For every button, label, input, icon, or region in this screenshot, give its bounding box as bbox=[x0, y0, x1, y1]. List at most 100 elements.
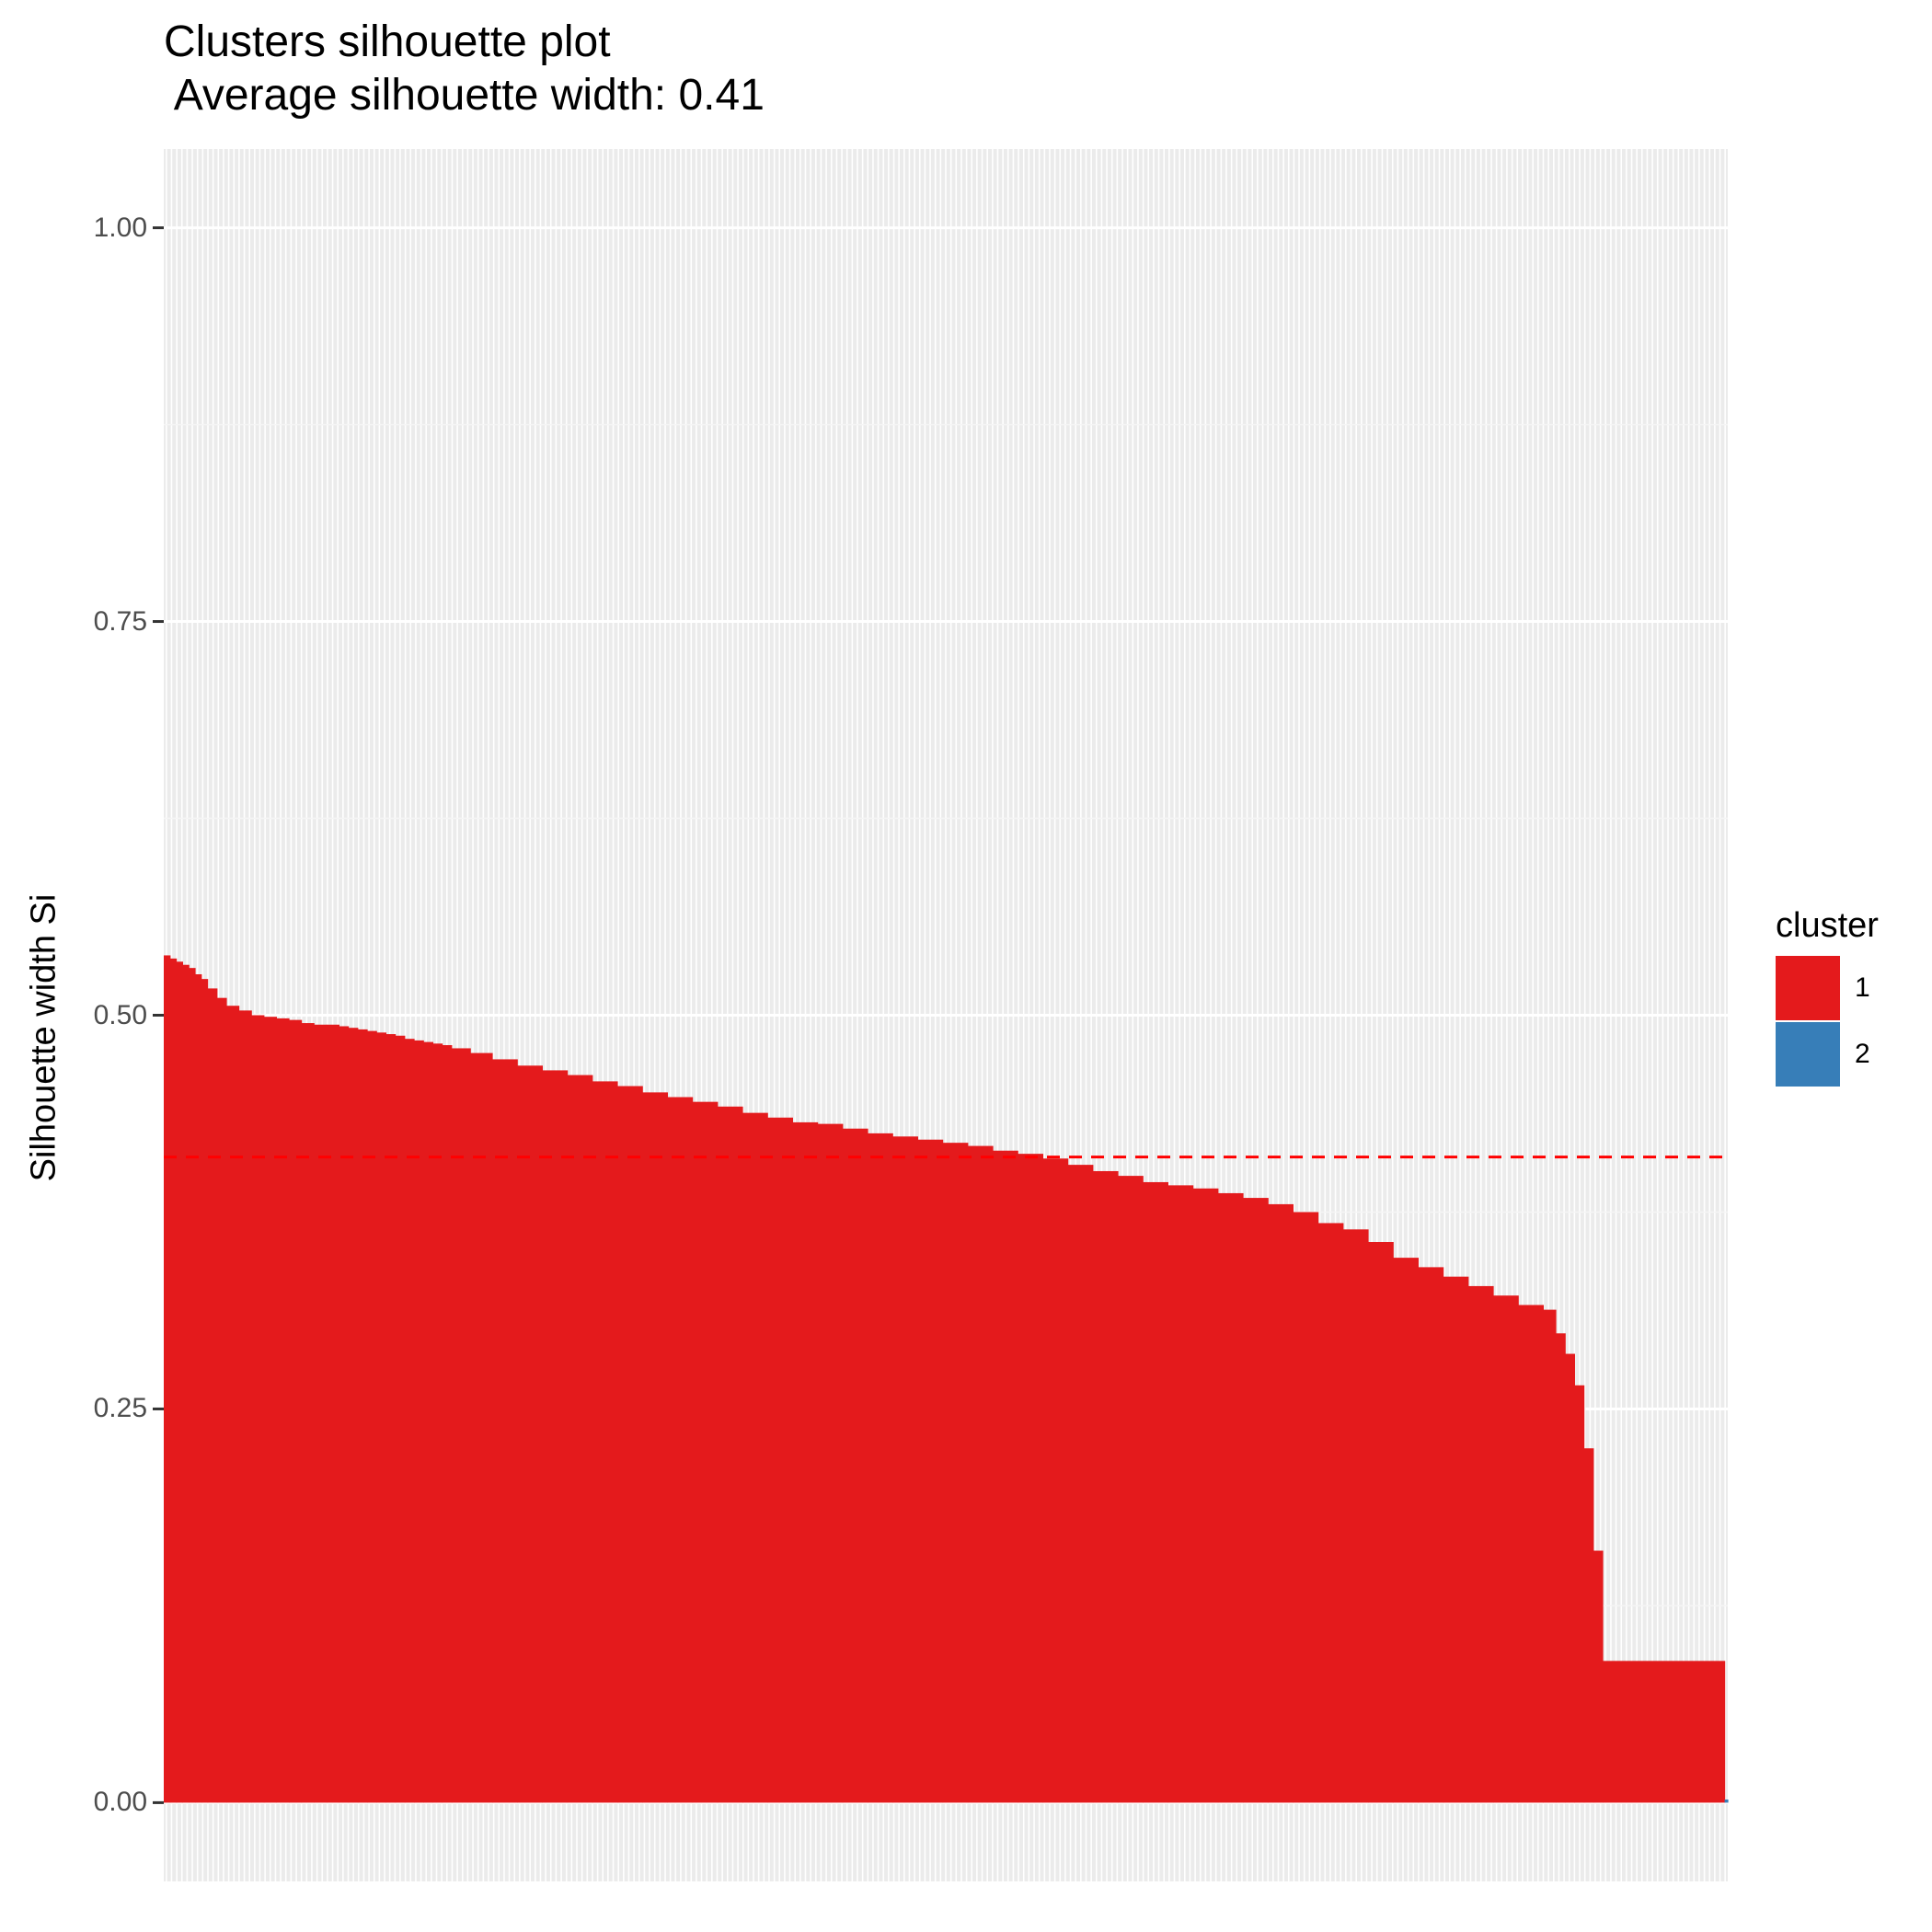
legend-label-cluster-1: 1 bbox=[1855, 972, 1870, 1003]
y-tick-label: 0.25 bbox=[93, 1393, 147, 1424]
silhouette-bar-cluster-1 bbox=[967, 1145, 994, 1803]
silhouette-bar-cluster-1 bbox=[357, 1029, 368, 1803]
silhouette-bar-cluster-1 bbox=[164, 955, 171, 1803]
silhouette-bar-cluster-1 bbox=[1493, 1295, 1519, 1803]
silhouette-bar-cluster-1 bbox=[451, 1048, 471, 1803]
silhouette-bar-cluster-1 bbox=[1217, 1192, 1244, 1803]
silhouette-bar-cluster-1 bbox=[1018, 1154, 1043, 1803]
silhouette-bar-cluster-1 bbox=[395, 1035, 406, 1803]
silhouette-bar-cluster-1 bbox=[348, 1028, 359, 1803]
silhouette-bar-cluster-1 bbox=[442, 1045, 453, 1803]
silhouette-bar-cluster-1 bbox=[993, 1150, 1018, 1803]
silhouette-bar-cluster-1 bbox=[1092, 1170, 1119, 1803]
silhouette-bar-cluster-1 bbox=[385, 1034, 397, 1803]
silhouette-bar-cluster-1 bbox=[742, 1112, 768, 1803]
silhouette-bar-cluster-1 bbox=[517, 1065, 543, 1803]
silhouette-bar-cluster-1 bbox=[414, 1040, 424, 1803]
silhouette-bar-cluster-1 bbox=[942, 1143, 969, 1803]
silhouette-bar-cluster-1 bbox=[1603, 1661, 1726, 1803]
silhouette-bar-cluster-1 bbox=[1583, 1448, 1594, 1803]
silhouette-bar-cluster-1 bbox=[1067, 1165, 1094, 1803]
silhouette-bar-cluster-1 bbox=[717, 1106, 743, 1803]
silhouette-bar-cluster-1 bbox=[1118, 1176, 1144, 1803]
chart-subtitle: Average silhouette width: 0.41 bbox=[164, 71, 765, 120]
silhouette-bar-cluster-1 bbox=[1418, 1267, 1444, 1803]
legend-item-cluster-2: 2 bbox=[1776, 1021, 1879, 1087]
silhouette-bar-cluster-1 bbox=[189, 968, 196, 1803]
silhouette-bar-cluster-1 bbox=[1317, 1223, 1344, 1803]
y-tick-label: 1.00 bbox=[93, 212, 147, 243]
silhouette-bar-cluster-1 bbox=[226, 1006, 240, 1803]
silhouette-bar-cluster-1 bbox=[1042, 1158, 1069, 1803]
silhouette-bar-cluster-1 bbox=[367, 1030, 377, 1803]
silhouette-bar-cluster-1 bbox=[423, 1041, 433, 1803]
silhouette-bar-cluster-1 bbox=[376, 1032, 386, 1803]
silhouette-bar-cluster-1 bbox=[1574, 1385, 1585, 1803]
silhouette-bar-cluster-1 bbox=[1393, 1258, 1419, 1803]
silhouette-bar-cluster-1 bbox=[1556, 1333, 1566, 1803]
silhouette-bar-cluster-1 bbox=[817, 1123, 844, 1803]
silhouette-bar-cluster-1 bbox=[1143, 1181, 1168, 1803]
y-tick-label: 0.50 bbox=[93, 999, 147, 1030]
silhouette-bar-cluster-1 bbox=[1192, 1188, 1219, 1803]
silhouette-bar-cluster-1 bbox=[326, 1024, 339, 1803]
y-axis-label: Silhouette width Si bbox=[24, 893, 63, 1182]
silhouette-bar-cluster-1 bbox=[1342, 1229, 1369, 1803]
legend-label-cluster-2: 2 bbox=[1855, 1039, 1870, 1069]
silhouette-bar-cluster-1 bbox=[251, 1015, 265, 1803]
silhouette-bar-cluster-1 bbox=[792, 1121, 819, 1803]
silhouette-bar-cluster-1 bbox=[1467, 1285, 1494, 1803]
silhouette-bar-cluster-1 bbox=[1593, 1550, 1604, 1803]
silhouette-bar-cluster-1 bbox=[1243, 1198, 1269, 1803]
silhouette-bar-cluster-1 bbox=[404, 1039, 415, 1803]
silhouette-bar-cluster-1 bbox=[301, 1023, 315, 1803]
silhouette-bar-cluster-1 bbox=[182, 964, 190, 1803]
silhouette-bar-cluster-1 bbox=[276, 1018, 290, 1803]
y-tick-label: 0.00 bbox=[93, 1787, 147, 1818]
silhouette-bar-cluster-1 bbox=[176, 961, 183, 1803]
silhouette-bar-cluster-1 bbox=[201, 979, 209, 1803]
silhouette-bar-cluster-1 bbox=[642, 1092, 668, 1803]
silhouette-bar-cluster-1 bbox=[195, 973, 202, 1803]
silhouette-bar-cluster-1 bbox=[868, 1133, 893, 1803]
silhouette-bar-cluster-1 bbox=[1518, 1305, 1544, 1803]
silhouette-bar-cluster-1 bbox=[492, 1059, 518, 1803]
chart-title: Clusters silhouette plot bbox=[164, 17, 611, 66]
silhouette-bar-cluster-1 bbox=[1268, 1203, 1294, 1803]
legend-swatch-cluster-2 bbox=[1776, 1022, 1840, 1087]
legend: cluster 1 2 bbox=[1776, 906, 1879, 1087]
silhouette-bar-cluster-1 bbox=[470, 1052, 493, 1803]
silhouette-bar-cluster-1 bbox=[592, 1081, 618, 1803]
silhouette-bar-cluster-1 bbox=[617, 1086, 643, 1803]
silhouette-bar-cluster-1 bbox=[339, 1026, 350, 1803]
silhouette-bar-cluster-1 bbox=[314, 1024, 328, 1803]
silhouette-bar-cluster-1 bbox=[1293, 1212, 1319, 1803]
silhouette-bar-cluster-1 bbox=[289, 1019, 303, 1803]
silhouette-bar-cluster-1 bbox=[238, 1010, 252, 1803]
legend-title: cluster bbox=[1776, 906, 1879, 945]
silhouette-bar-cluster-1 bbox=[207, 988, 218, 1803]
silhouette-bar-cluster-1 bbox=[1167, 1185, 1194, 1803]
silhouette-bar-cluster-1 bbox=[216, 997, 227, 1803]
silhouette-bar-cluster-1 bbox=[842, 1128, 868, 1803]
silhouette-bar-cluster-1 bbox=[567, 1075, 593, 1803]
silhouette-bar-cluster-1 bbox=[169, 958, 178, 1803]
silhouette-bar-cluster-2 bbox=[1724, 1799, 1729, 1803]
silhouette-bar-cluster-1 bbox=[917, 1139, 944, 1803]
silhouette-bar-cluster-1 bbox=[667, 1097, 694, 1803]
legend-swatch-cluster-1 bbox=[1776, 956, 1840, 1020]
silhouette-bar-cluster-1 bbox=[1368, 1242, 1394, 1803]
silhouette-bar-cluster-1 bbox=[263, 1017, 277, 1803]
silhouette-bar-cluster-1 bbox=[1443, 1276, 1469, 1803]
silhouette-bar-cluster-1 bbox=[542, 1070, 569, 1803]
silhouette-bar-cluster-1 bbox=[1543, 1309, 1557, 1803]
silhouette-bar-cluster-1 bbox=[1565, 1353, 1575, 1803]
legend-item-cluster-1: 1 bbox=[1776, 955, 1879, 1021]
y-tick-label: 0.75 bbox=[93, 605, 147, 637]
silhouette-bar-cluster-1 bbox=[692, 1101, 719, 1803]
silhouette-bar-cluster-1 bbox=[767, 1117, 793, 1803]
silhouette-bar-cluster-1 bbox=[892, 1136, 918, 1803]
silhouette-bar-cluster-1 bbox=[432, 1043, 443, 1803]
